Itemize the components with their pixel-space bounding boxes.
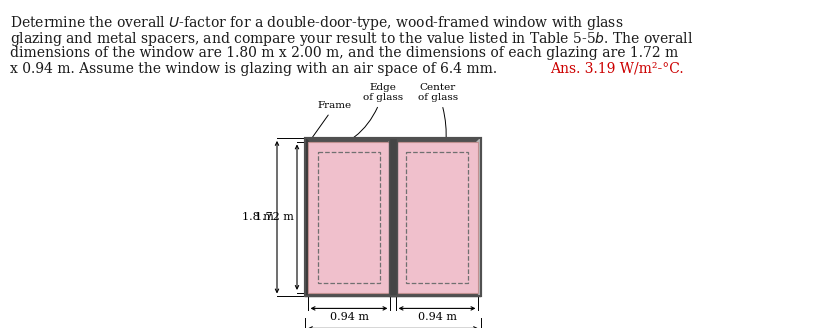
Bar <box>308 141 390 293</box>
Polygon shape <box>470 138 481 297</box>
Polygon shape <box>305 138 316 297</box>
Bar <box>305 138 481 297</box>
Bar <box>318 152 380 283</box>
Polygon shape <box>470 138 481 297</box>
Bar <box>395 141 478 293</box>
Polygon shape <box>382 138 393 297</box>
Bar <box>389 138 397 297</box>
Polygon shape <box>305 138 393 149</box>
Text: Center
of glass: Center of glass <box>418 83 458 177</box>
Text: x 0.94 m. Assume the window is glazing with an air space of 6.4 mm.: x 0.94 m. Assume the window is glazing w… <box>10 62 504 76</box>
Polygon shape <box>305 285 393 297</box>
Text: 1.72 m: 1.72 m <box>255 212 294 222</box>
Text: Frame: Frame <box>312 101 352 138</box>
Polygon shape <box>305 285 481 297</box>
Text: 1.8 m: 1.8 m <box>242 212 274 222</box>
Polygon shape <box>393 138 481 149</box>
Polygon shape <box>393 138 404 297</box>
Bar <box>405 152 468 283</box>
Text: Determine the overall $U$-factor for a double-door-type, wood-framed window with: Determine the overall $U$-factor for a d… <box>10 14 624 32</box>
Text: glazing and metal spacers, and compare your result to the value listed in Table : glazing and metal spacers, and compare y… <box>10 30 693 48</box>
Text: 0.94 m: 0.94 m <box>418 312 457 322</box>
Bar <box>393 138 481 297</box>
Polygon shape <box>393 285 481 297</box>
Bar <box>305 138 393 297</box>
Text: 0.94 m: 0.94 m <box>329 312 369 322</box>
Polygon shape <box>305 138 316 297</box>
Text: dimensions of the window are 1.80 m x 2.00 m, and the dimensions of each glazing: dimensions of the window are 1.80 m x 2.… <box>10 46 678 60</box>
Text: Edge
of glass: Edge of glass <box>320 83 403 153</box>
Bar <box>305 138 481 297</box>
Polygon shape <box>305 138 481 149</box>
Text: Ans. 3.19 W/m²-°C.: Ans. 3.19 W/m²-°C. <box>550 62 684 76</box>
